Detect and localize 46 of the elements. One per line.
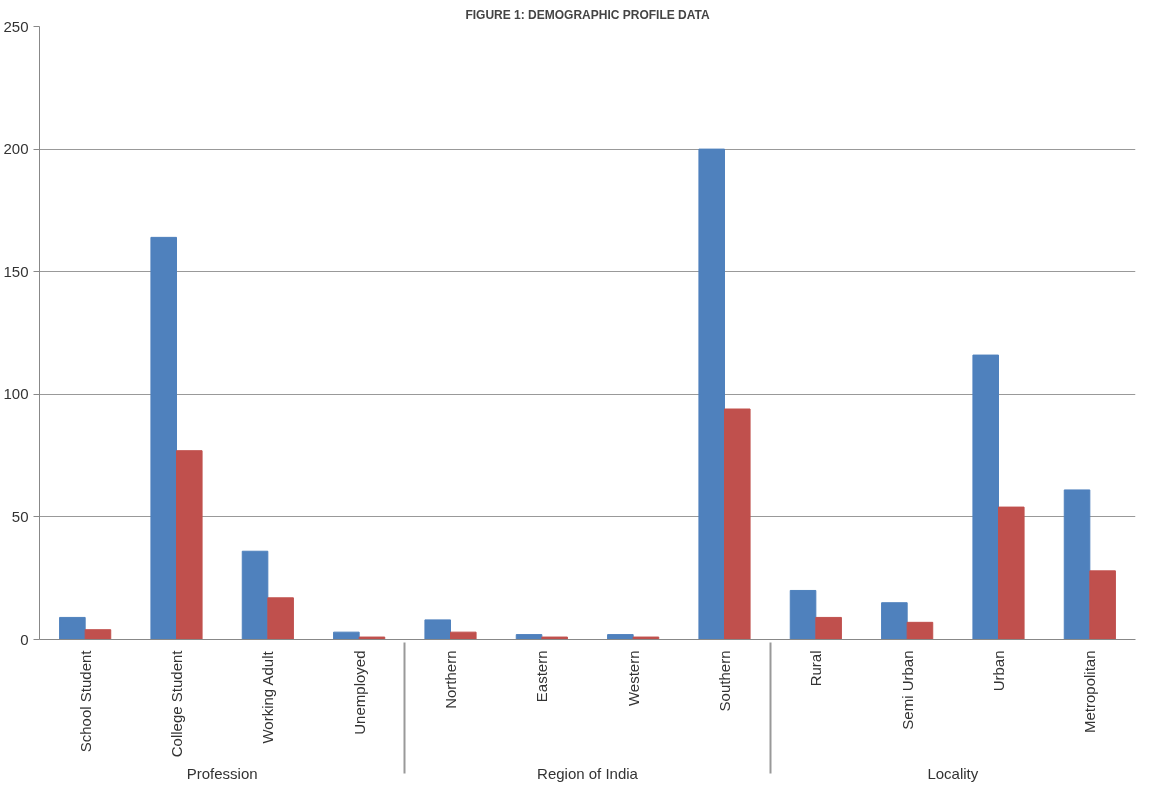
- bar: [998, 506, 1025, 640]
- bar: [241, 550, 269, 640]
- text: Locality: [927, 765, 979, 783]
- bar: [358, 636, 386, 640]
- text: Region of India: [537, 765, 639, 783]
- x-tick-label: Working Adult: [259, 650, 277, 744]
- x-tick-label: Rural: [807, 650, 825, 687]
- x-tick-label: Semi Urban: [898, 650, 916, 730]
- bar: [424, 619, 451, 640]
- bar: [607, 634, 634, 640]
- bar: [333, 631, 360, 640]
- x-tick-label: Northern: [442, 650, 459, 709]
- x-tick-label: Western: [624, 650, 642, 707]
- y-tick-label: 200: [3, 140, 29, 158]
- bar: [84, 629, 112, 640]
- x-tick-label: Eastern: [533, 650, 551, 703]
- y-tick-label: 250: [3, 17, 29, 35]
- bar: [450, 631, 477, 640]
- bar: [150, 236, 177, 640]
- x-tick-label: College Student: [168, 649, 185, 758]
- chart-title: FIGURE 1: DEMOGRAPHIC PROFILE DATA: [465, 7, 710, 22]
- bar: [541, 636, 568, 640]
- bar: [1089, 570, 1116, 640]
- x-tick-label: School Student: [76, 649, 94, 753]
- bar: [1063, 489, 1091, 640]
- bar: [815, 616, 842, 640]
- text: Profession: [186, 765, 258, 783]
- bar: [267, 597, 294, 640]
- bar: [59, 616, 86, 640]
- x-tick-label: Southern: [716, 650, 733, 712]
- bar: [176, 450, 203, 640]
- y-tick-label: 50: [11, 507, 29, 525]
- bar: [515, 634, 543, 640]
- x-tick-label: Unemployed: [350, 650, 368, 735]
- x-tick-label: Urban: [990, 650, 1007, 692]
- bar: [972, 354, 999, 640]
- bar: [906, 621, 934, 640]
- y-tick-label: 150: [3, 262, 29, 280]
- bar: [632, 636, 660, 640]
- bar: [698, 148, 725, 640]
- y-tick-label: 0: [20, 630, 29, 648]
- bar: [881, 602, 908, 640]
- y-tick-label: 100: [3, 385, 29, 403]
- bar: [724, 408, 751, 640]
- bar: [789, 589, 817, 640]
- x-tick-label: Metropolitan: [1081, 650, 1099, 734]
